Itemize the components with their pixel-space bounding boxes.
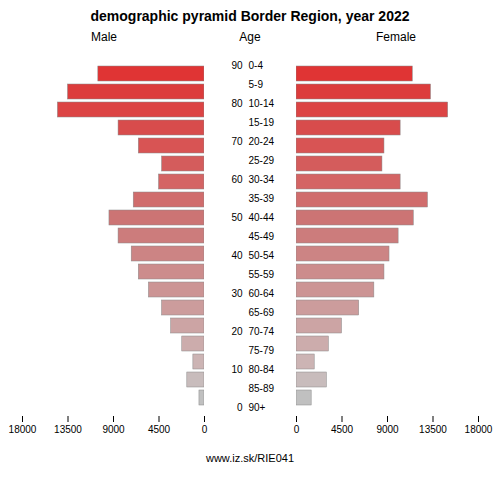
svg-text:80: 80 — [231, 98, 243, 109]
html-text:Female: Female — [376, 30, 416, 44]
svg-text:10: 10 — [231, 364, 243, 375]
svg-text:4500: 4500 — [331, 424, 354, 435]
svg-text:90: 90 — [231, 60, 243, 71]
svg-text:65-69: 65-69 — [249, 307, 275, 318]
html-text:Male: Male — [91, 30, 117, 44]
svg-text:4500: 4500 — [148, 424, 171, 435]
svg-text:70-74: 70-74 — [249, 326, 275, 337]
svg-text:45-49: 45-49 — [249, 231, 275, 242]
svg-text:0: 0 — [202, 424, 208, 435]
svg-text:55-59: 55-59 — [249, 269, 275, 280]
svg-text:40: 40 — [231, 250, 243, 261]
svg-text:40-44: 40-44 — [249, 212, 275, 223]
svg-text:13500: 13500 — [419, 424, 447, 435]
svg-text:18000: 18000 — [465, 424, 493, 435]
svg-text:30: 30 — [231, 288, 243, 299]
svg-text:13500: 13500 — [54, 424, 82, 435]
svg-text:0: 0 — [237, 402, 243, 413]
svg-text:10-14: 10-14 — [249, 98, 275, 109]
svg-text:20-24: 20-24 — [249, 136, 275, 147]
html-text:www.iz.sk/RIE041: www.iz.sk/RIE041 — [206, 452, 294, 464]
svg-text:50: 50 — [231, 212, 243, 223]
svg-text:30-34: 30-34 — [249, 174, 275, 185]
svg-text:0: 0 — [294, 424, 300, 435]
svg-text:35-39: 35-39 — [249, 193, 275, 204]
svg-text:85-89: 85-89 — [249, 383, 275, 394]
html-text:demographic pyramid Border Reg: demographic pyramid Border Region, year … — [90, 8, 410, 24]
html-text:Age: Age — [239, 30, 261, 44]
svg-text:70: 70 — [231, 136, 243, 147]
svg-text:20: 20 — [231, 326, 243, 337]
svg-text:60: 60 — [231, 174, 243, 185]
svg-text:18000: 18000 — [9, 424, 37, 435]
svg-text:80-84: 80-84 — [249, 364, 275, 375]
svg-text:90+: 90+ — [249, 402, 266, 413]
svg-text:9000: 9000 — [376, 424, 399, 435]
svg-text:15-19: 15-19 — [249, 117, 275, 128]
svg-text:75-79: 75-79 — [249, 345, 275, 356]
svg-text:0-4: 0-4 — [249, 60, 264, 71]
svg-text:25-29: 25-29 — [249, 155, 275, 166]
svg-text:9000: 9000 — [102, 424, 125, 435]
svg-text:5-9: 5-9 — [249, 79, 264, 90]
svg-text:60-64: 60-64 — [249, 288, 275, 299]
svg-text:50-54: 50-54 — [249, 250, 275, 261]
